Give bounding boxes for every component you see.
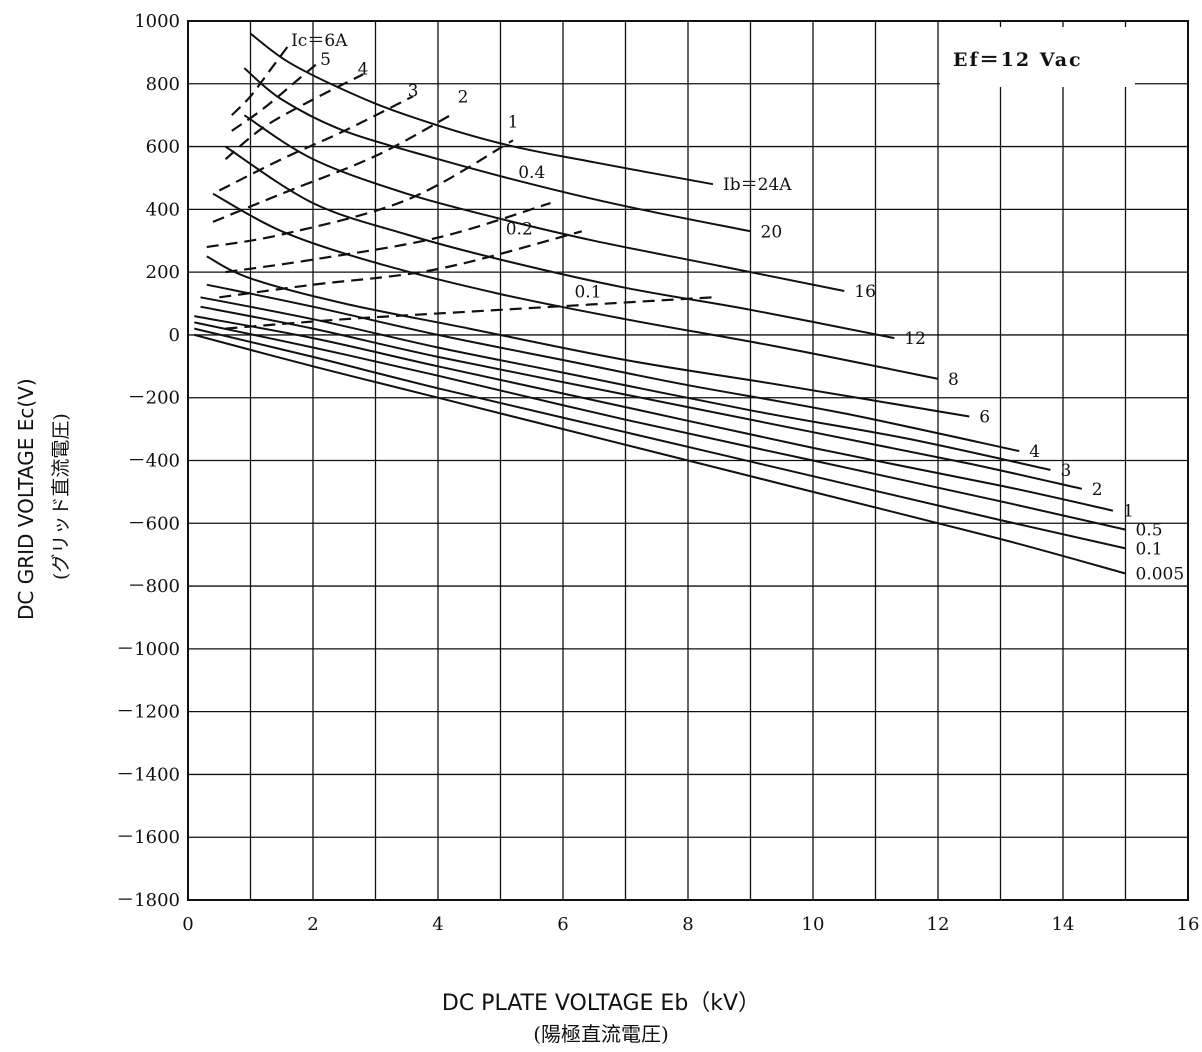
- y-tick-label: －1800: [116, 890, 180, 911]
- ic-curve: [231, 45, 289, 116]
- ic-curve-label: Ic＝6A: [291, 31, 348, 51]
- ib-curve: [224, 145, 895, 340]
- y-axis-subtitle: (グリッド直流電圧): [50, 413, 72, 580]
- ib-curve: [243, 67, 751, 233]
- y-tick-label: －200: [128, 388, 180, 409]
- ib-curve: [194, 327, 1126, 550]
- y-tick-label: －1400: [116, 764, 180, 785]
- ib-curve-label: 16: [854, 282, 876, 302]
- grid-current-curves: [206, 45, 714, 330]
- x-tick-label: 10: [802, 914, 825, 935]
- ic-curve: [212, 114, 452, 223]
- ib-curve: [194, 321, 1126, 531]
- ic-curve: [218, 95, 414, 192]
- y-tick-label: －1000: [116, 639, 180, 660]
- ib-curve: [243, 114, 845, 292]
- ib-curve: [200, 305, 1083, 490]
- annotation-text: Ef＝12 Vac: [953, 49, 1083, 71]
- ic-curve: [206, 139, 514, 249]
- y-tick-label: －1600: [116, 827, 180, 848]
- ic-curve: [231, 60, 320, 132]
- x-axis-title: DC PLATE VOLTAGE Eb（kV）: [441, 991, 761, 1016]
- ib-curve: [206, 255, 970, 418]
- ib-curve: [194, 333, 1126, 575]
- ic-curve: [225, 202, 551, 274]
- ib-curve: [206, 283, 1020, 453]
- x-axis-ticks: 0 2 4 6 8 10 12 14 16: [182, 914, 1199, 935]
- x-tick-label: 2: [307, 914, 318, 935]
- x-tick-label: 14: [1052, 914, 1075, 935]
- x-tick-label: 16: [1177, 914, 1200, 935]
- ib-curve-label: 0.5: [1136, 521, 1163, 541]
- plot-frame: [187, 20, 1189, 901]
- x-tick-label: 0: [182, 914, 193, 935]
- ib-curve: [249, 32, 714, 186]
- ib-curve: [212, 192, 939, 380]
- ib-curve-label: 3: [1061, 461, 1072, 481]
- ic-curve-label: 5: [320, 50, 331, 70]
- y-tick-label: 800: [146, 74, 180, 95]
- ic-curve: [224, 73, 364, 160]
- y-tick-label: 200: [146, 262, 180, 283]
- x-tick-label: 8: [682, 914, 693, 935]
- y-axis-title: DC GRID VOLTAGE Ec(V): [14, 378, 38, 620]
- x-tick-label: 6: [557, 914, 568, 935]
- ic-curve-label: 0.2: [506, 219, 533, 239]
- ic-curve-label: 1: [508, 113, 519, 133]
- x-axis-subtitle: (陽極直流電圧): [533, 1022, 669, 1046]
- ic-curve-label: 3: [408, 81, 419, 101]
- y-tick-label: －800: [128, 576, 180, 597]
- y-tick-label: 400: [146, 199, 180, 220]
- y-tick-label: －1200: [116, 702, 180, 723]
- y-tick-label: －400: [128, 451, 180, 472]
- ib-curve-label: 6: [979, 408, 990, 428]
- plate-current-curves: [194, 32, 1126, 575]
- ib-curve-label: 0.1: [1136, 539, 1163, 559]
- ib-curve-label: 1: [1123, 502, 1134, 522]
- ib-curve-label: 4: [1029, 442, 1040, 462]
- y-tick-label: －600: [128, 513, 180, 534]
- filament-voltage-annotation: Ef＝12 Vac: [940, 27, 1135, 87]
- ib-curve-label: 8: [948, 370, 959, 390]
- x-tick-label: 4: [432, 914, 443, 935]
- ic-curve-label: 0.4: [518, 163, 545, 183]
- x-tick-label: 12: [927, 914, 950, 935]
- y-tick-label: 0: [169, 325, 180, 346]
- y-axis-ticks: 1000 800 600 400 200 0 －200 －400 －600 －800 －1000 －1…: [116, 11, 180, 911]
- ib-curve-label: 2: [1092, 480, 1103, 500]
- ic-curve-label: 0.1: [574, 282, 601, 302]
- ic-curve: [219, 230, 583, 299]
- ib-curve-label: Ib＝24A: [723, 175, 792, 195]
- ib-curve: [194, 315, 1114, 512]
- y-tick-label: 1000: [134, 11, 180, 32]
- ib-curve-label: 12: [904, 329, 926, 349]
- ic-curve: [225, 296, 714, 330]
- ib-curve-label: 20: [761, 222, 783, 242]
- ic-curve-label: 2: [458, 88, 469, 108]
- ic-curve-label: 4: [358, 59, 369, 79]
- ib-curve-label: 0.005: [1136, 565, 1185, 585]
- y-tick-label: 600: [146, 137, 180, 158]
- ib-curve: [200, 296, 1051, 471]
